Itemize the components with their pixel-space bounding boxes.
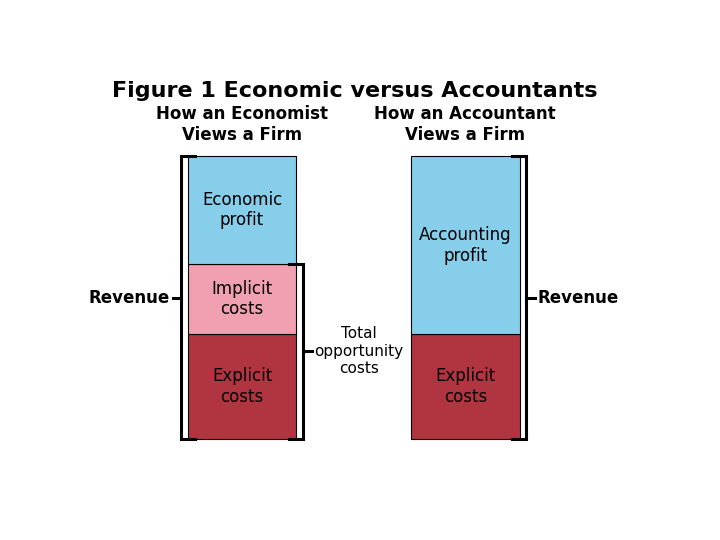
Text: Explicit
costs: Explicit costs <box>212 367 272 406</box>
Text: Total
opportunity
costs: Total opportunity costs <box>315 327 403 376</box>
Bar <box>188 264 297 334</box>
Bar <box>411 334 520 439</box>
Text: Revenue: Revenue <box>538 289 618 307</box>
Bar <box>188 334 297 439</box>
Text: How an Accountant
Views a Firm: How an Accountant Views a Firm <box>374 105 556 144</box>
Text: Economic
profit: Economic profit <box>202 191 282 229</box>
Bar <box>188 156 297 264</box>
Text: Revenue: Revenue <box>89 289 170 307</box>
Text: Implicit
costs: Implicit costs <box>212 280 273 319</box>
Text: Explicit
costs: Explicit costs <box>435 367 495 406</box>
Bar <box>411 156 520 334</box>
Text: How an Economist
Views a Firm: How an Economist Views a Firm <box>156 105 328 144</box>
Text: Accounting
profit: Accounting profit <box>419 226 512 265</box>
Text: Figure 1 Economic versus Accountants: Figure 1 Economic versus Accountants <box>112 82 598 102</box>
